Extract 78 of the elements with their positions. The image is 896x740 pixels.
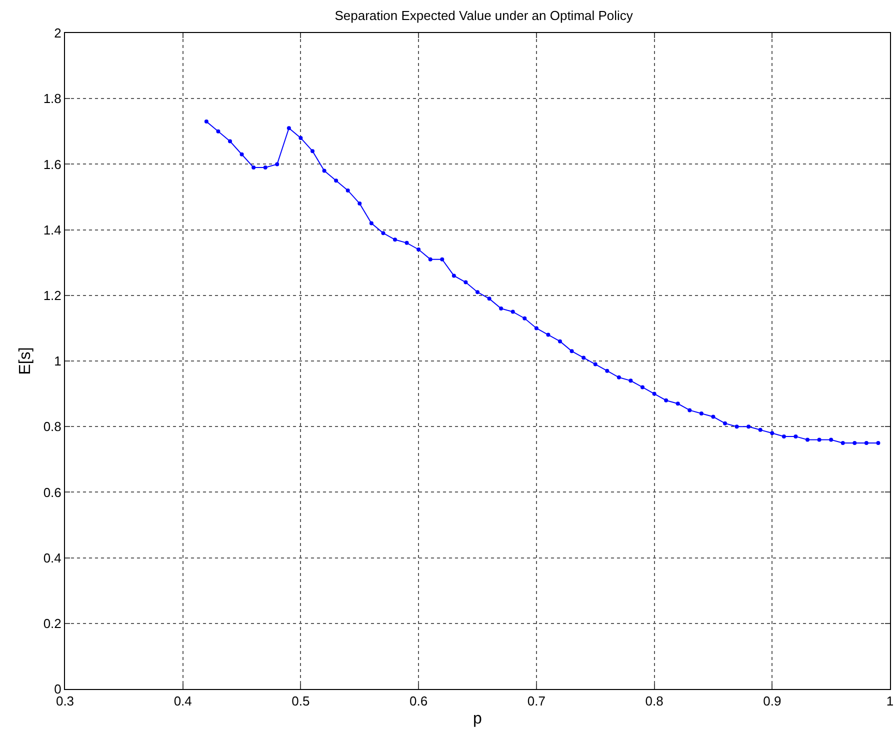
point <box>228 139 232 144</box>
point <box>806 438 810 442</box>
point <box>263 165 268 170</box>
point <box>546 332 550 337</box>
y-tick-label: 2 <box>54 26 62 41</box>
point <box>404 240 409 245</box>
y-tick-label: 0.8 <box>43 419 62 434</box>
y-tick-label: 0.4 <box>43 550 62 566</box>
point <box>204 120 208 124</box>
point <box>570 349 574 354</box>
point <box>628 378 633 383</box>
x-tick-label: 0.7 <box>527 694 546 709</box>
y-tick-label: 1.2 <box>43 288 62 303</box>
point <box>275 162 280 166</box>
point <box>616 375 621 380</box>
point <box>817 438 822 442</box>
point <box>452 274 456 278</box>
y-tick-label: 1.4 <box>43 222 62 238</box>
point <box>286 126 291 130</box>
point <box>676 402 680 406</box>
point <box>369 221 374 226</box>
point <box>852 441 857 445</box>
y-tick-label: 0.6 <box>43 484 62 500</box>
point <box>310 149 314 154</box>
point <box>782 434 786 438</box>
x-tick-label: 0.9 <box>763 694 782 709</box>
point <box>381 231 386 236</box>
point <box>746 424 751 429</box>
point <box>734 424 739 429</box>
point <box>664 398 668 402</box>
point <box>723 421 727 426</box>
x-axis-title: p <box>473 710 482 728</box>
point <box>534 326 538 330</box>
x-tick-label: 0.5 <box>292 694 310 709</box>
point <box>699 411 704 416</box>
point <box>652 392 656 396</box>
point <box>252 165 256 170</box>
point <box>476 290 480 294</box>
point <box>464 280 468 284</box>
point <box>758 428 762 432</box>
point <box>688 408 692 412</box>
y-tick-label: 1.6 <box>43 156 62 172</box>
y-axis-title: E[s] <box>17 347 34 375</box>
point <box>322 168 326 173</box>
y-tick-label: 1 <box>54 354 62 369</box>
point <box>416 247 421 252</box>
chart-title: Separation Expected Value under an Optimal Policy <box>334 8 634 24</box>
point <box>711 414 716 419</box>
point <box>522 316 527 320</box>
point <box>393 238 397 242</box>
y-tick-label: 0.2 <box>43 616 62 631</box>
point <box>794 434 798 438</box>
point <box>499 306 504 311</box>
point <box>829 438 834 442</box>
x-tick-label: 0.6 <box>410 694 428 709</box>
point <box>298 136 303 140</box>
point <box>770 431 774 436</box>
point <box>558 339 562 344</box>
point <box>334 178 338 183</box>
point <box>864 441 868 445</box>
point <box>605 368 610 373</box>
point <box>440 257 444 262</box>
point <box>240 152 244 156</box>
point <box>582 356 586 360</box>
x-tick-label: 1 <box>886 694 894 709</box>
point <box>640 385 644 390</box>
x-tick-label: 0.8 <box>645 694 664 709</box>
point <box>510 310 515 314</box>
x-tick-label: 0.4 <box>174 694 192 709</box>
y-tick-label: 1.8 <box>43 91 62 106</box>
point <box>428 257 432 262</box>
point <box>346 188 350 192</box>
point <box>876 441 880 445</box>
point <box>358 202 362 206</box>
point <box>487 296 492 301</box>
point <box>216 129 220 134</box>
point <box>840 441 845 445</box>
point <box>593 362 598 366</box>
